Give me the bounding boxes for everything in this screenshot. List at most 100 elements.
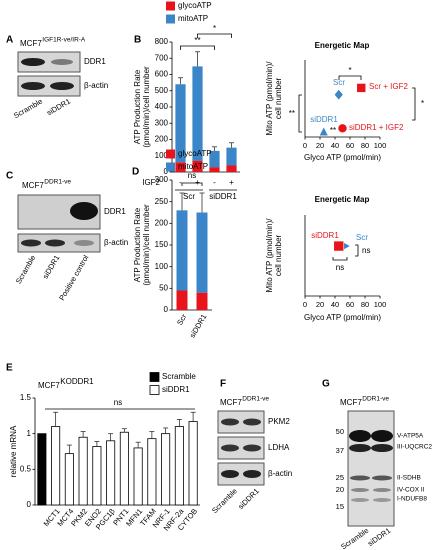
legend-swatch [149, 372, 160, 382]
x-tick-label: 20 [316, 141, 324, 150]
blot-strip [17, 51, 81, 73]
blot-g: MCF7 DDR1-ve 50 37 25 20 15 V-ATP5A III-… [336, 396, 433, 550]
x-tick-label: 20 [316, 300, 324, 309]
x-tick-label: 100 [374, 141, 387, 150]
x-tick-label: 80 [361, 300, 369, 309]
band [74, 240, 94, 246]
significance-bracket [298, 94, 302, 133]
panel-label: B [134, 35, 141, 46]
annotation: ** [330, 126, 336, 135]
panel-label: G [322, 379, 330, 390]
point-label: siDDR1 [310, 115, 338, 124]
blot-strip [217, 436, 265, 460]
x-tick-label: + [229, 178, 234, 187]
lane-label: siDDR1 [366, 526, 392, 548]
point-label: Scr [333, 78, 345, 87]
legend-label: Scramble [162, 372, 196, 381]
annotation: ns [336, 263, 344, 272]
band [45, 239, 65, 247]
blot-strip [347, 410, 395, 527]
panel-label: F [220, 379, 226, 390]
legend-label: siDDR1 [162, 385, 190, 394]
band-label: DDR1 [84, 57, 106, 66]
bar [92, 446, 102, 506]
blot-title: MCF7 [340, 398, 362, 407]
lane-label: siDDR1 [41, 253, 62, 280]
y-axis-label: ATP Production Rate [133, 69, 142, 144]
y-tick-label: 400 [155, 102, 169, 111]
bar [196, 212, 208, 293]
bar [64, 453, 74, 506]
annotation: ** [289, 109, 295, 118]
y-tick-label: 800 [155, 37, 169, 46]
x-tick-label: 40 [331, 300, 339, 309]
bar [51, 426, 61, 506]
significance-bracket [180, 45, 215, 50]
mw-marker: 25 [336, 473, 344, 482]
band-label: PKM2 [268, 417, 290, 426]
band [372, 475, 392, 481]
x-tick-label: 60 [346, 141, 354, 150]
y-tick-label: 200 [155, 135, 169, 144]
bar [192, 160, 203, 172]
blot-title-superscript: DDR1-ve [242, 396, 269, 403]
blot-title-superscript: DDR1-ve [362, 396, 389, 403]
band [243, 444, 261, 452]
band [371, 430, 393, 442]
band-label: β-actin [104, 238, 128, 247]
band [349, 444, 371, 452]
band [21, 58, 45, 66]
band-label: V-ATP5A [397, 433, 424, 440]
bar [188, 421, 198, 506]
band [51, 59, 73, 65]
bar [209, 167, 220, 172]
legend-label: mitoATP [178, 14, 208, 23]
band [373, 488, 391, 492]
group-label: siDDR1 [209, 192, 237, 201]
x-tick-label: - [213, 178, 216, 187]
band [243, 470, 261, 478]
significance-bracket [338, 75, 362, 80]
y-tick-label: 50 [159, 283, 168, 292]
band-label: III-UQCRC2 [397, 444, 432, 451]
chart-title: Energetic Map [315, 41, 370, 50]
x-tick-label: Scr [175, 312, 189, 327]
band [50, 82, 74, 90]
y-tick-label: 700 [155, 53, 169, 62]
bar [209, 150, 220, 168]
blot-strip [217, 410, 265, 434]
point [333, 88, 344, 101]
x-tick-label: 60 [346, 300, 354, 309]
x-tick-label: 0 [303, 141, 307, 150]
bar [175, 84, 186, 163]
bar [78, 436, 88, 506]
bar [147, 438, 157, 506]
band-label: IV-COX II [397, 487, 425, 494]
bar [196, 292, 208, 310]
y-tick-label: 1.5 [20, 393, 32, 402]
point-label: siDDR1 + IGF2 [349, 123, 404, 132]
annotation: ** [194, 36, 200, 45]
point-label: Scr [356, 233, 368, 242]
y-tick-label: 0 [164, 167, 169, 176]
panel-label: A [6, 35, 13, 46]
y-tick-label: 150 [155, 240, 169, 249]
bar [176, 210, 188, 291]
band [350, 475, 370, 481]
panel-label: E [6, 363, 13, 374]
legend-label: mitoATP [178, 162, 208, 171]
lane-label: Scramble [210, 486, 239, 515]
x-axis-label: Glyco ATP (pmol/min) [304, 313, 381, 322]
annotation: ns [362, 246, 370, 255]
blot-title: MCF7 [220, 398, 242, 407]
legend-swatch [166, 149, 175, 159]
mw-marker: 15 [336, 502, 344, 511]
band [70, 202, 98, 220]
bar [119, 431, 129, 506]
point-label: siDDR1 [311, 231, 339, 240]
band [221, 470, 239, 478]
lane-label: Positive control [57, 253, 90, 302]
group-label: Scr [183, 192, 195, 201]
band-label: LDHA [268, 443, 290, 452]
